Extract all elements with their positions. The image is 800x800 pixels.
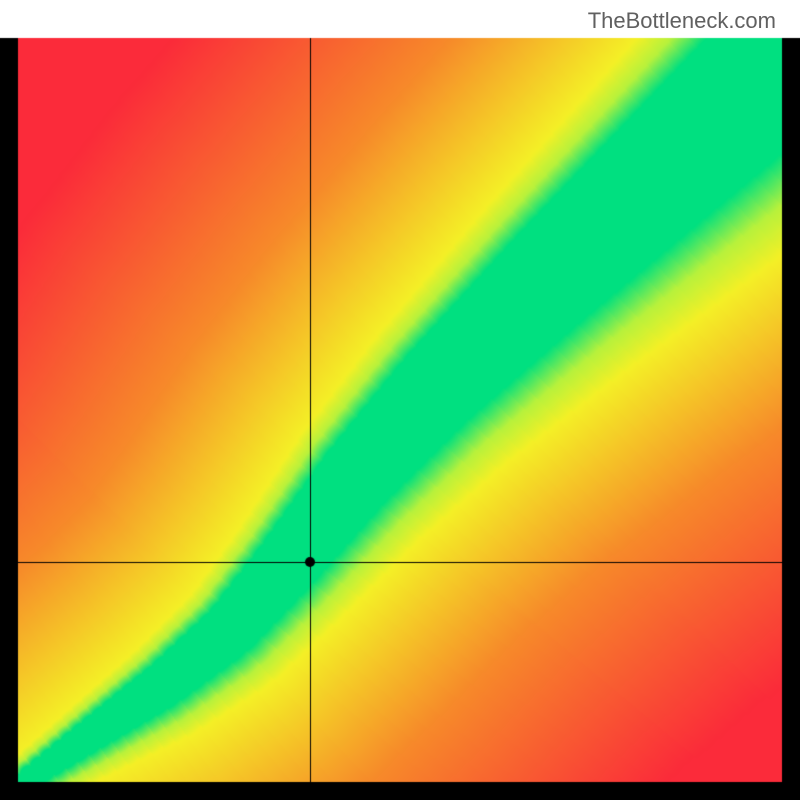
chart-container: TheBottleneck.com	[0, 0, 800, 800]
heatmap-canvas	[0, 0, 800, 800]
watermark-text: TheBottleneck.com	[588, 8, 776, 34]
